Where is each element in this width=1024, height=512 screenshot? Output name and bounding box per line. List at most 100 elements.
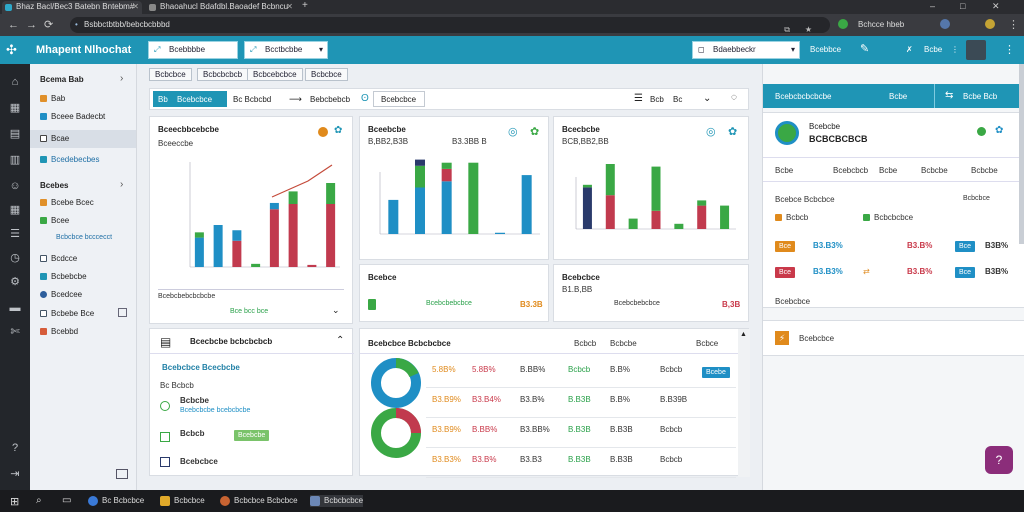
new-tab-button[interactable]: + — [302, 0, 308, 11]
bookmark-star-icon[interactable]: ★ — [804, 25, 812, 34]
taskbar-item[interactable]: Bcbcbce — [160, 495, 205, 507]
grid-icon[interactable]: ▦ — [9, 102, 21, 114]
settings-icon[interactable]: ⚙ — [10, 276, 20, 288]
nav-item-active[interactable]: Bcae — [40, 134, 69, 143]
nav-item[interactable]: Bcebbd — [40, 327, 78, 336]
tab-chip[interactable]: Bcbcebcbce — [247, 68, 303, 81]
browser-tab-active[interactable]: Bhaz Bacl/Bec3 Batebn Bntebm# ✕ — [2, 1, 142, 14]
calendar-icon[interactable]: ▥ — [9, 154, 21, 166]
radio-icon[interactable] — [160, 401, 170, 411]
checkbox[interactable] — [118, 308, 127, 317]
home-icon[interactable]: ⌂ — [11, 76, 19, 88]
workspace-select[interactable]: ◻ Bdaebbeckr ▾ — [692, 41, 800, 59]
app-menu-icon[interactable]: ⋮ — [1004, 44, 1015, 56]
extension-icon[interactable] — [985, 19, 995, 29]
help-chat-button[interactable]: ? — [985, 446, 1013, 474]
nav-item[interactable]: Bcedebecbes — [40, 155, 99, 164]
tab-chip[interactable]: Bcbcbce — [305, 68, 348, 81]
minimize-button[interactable]: – — [930, 1, 936, 11]
pin-icon[interactable]: ✎ — [860, 43, 870, 55]
exit-icon[interactable]: ⇥ — [10, 468, 20, 480]
users-icon[interactable]: ☺ — [9, 180, 21, 192]
nav-item[interactable]: Bcdcce — [40, 254, 77, 263]
document-icon[interactable]: ▤ — [9, 128, 21, 140]
browser-menu-icon[interactable]: ⋮ — [1008, 19, 1019, 31]
checkbox[interactable] — [160, 457, 170, 467]
profile-label[interactable]: Bchcce hbeb — [858, 20, 905, 29]
close-tab-icon[interactable]: ✕ — [132, 2, 139, 11]
refresh-icon[interactable]: ◎ — [508, 126, 518, 138]
search-filter-input[interactable]: ⤢ Bcebbbbe — [148, 41, 238, 59]
maximize-button[interactable]: □ — [960, 1, 966, 11]
table-icon[interactable]: ▦ — [9, 204, 21, 216]
detail-tab[interactable]: Bcbcbe — [971, 166, 998, 175]
nav-item[interactable]: Bab — [40, 94, 65, 103]
scrollbar[interactable] — [738, 329, 750, 477]
address-bar[interactable]: • Bsbbctbtbb/bebcbcbbbd ⧉ ★ — [70, 17, 830, 34]
task-view-icon[interactable]: ▭ — [62, 495, 72, 506]
right-header-button[interactable]: Bcebcbcbcbcbe — [775, 92, 832, 101]
scroll-up-icon[interactable]: ▲ — [740, 331, 747, 338]
subtab[interactable]: Bc Bcbcbd — [233, 95, 272, 104]
detail-tab[interactable]: Bcbe — [879, 166, 898, 175]
subtab[interactable]: Bebcbebcb — [310, 95, 351, 104]
more-icon[interactable]: ⋮ — [951, 45, 959, 54]
detail-tab[interactable]: Bcebcbcb — [833, 166, 869, 175]
nav-link[interactable]: Bcbcbce bcccecct — [56, 234, 113, 241]
chevron-up-icon[interactable]: ⌃ — [336, 335, 345, 346]
taskbar-item[interactable]: Bcbcbce Bcbcbce — [220, 495, 298, 507]
clock-icon[interactable]: ◷ — [10, 252, 20, 264]
reload-icon[interactable]: ⟳ — [44, 19, 54, 31]
tools-icon[interactable]: ✄ — [10, 326, 20, 338]
nav-item[interactable]: Bcbebcbe — [40, 272, 87, 281]
right-header-button[interactable]: Bcbe Bcb — [963, 92, 998, 101]
checkbox[interactable] — [160, 432, 170, 442]
nav-item[interactable]: Bcedcee — [40, 290, 82, 299]
search-icon[interactable]: ⌕ — [36, 495, 42, 506]
back-icon[interactable]: ← — [8, 19, 19, 31]
category-filter-select[interactable]: ⤢ Bcctbcbbe ▾ — [244, 41, 328, 59]
refresh-icon[interactable]: ◌ — [731, 92, 737, 103]
settings-icon[interactable]: ✿ — [995, 125, 1004, 136]
detail-tab[interactable]: Bcbe — [775, 166, 794, 175]
close-tab-icon[interactable]: ✕ — [286, 2, 293, 11]
chevron-right-icon[interactable]: › — [120, 73, 124, 84]
chevron-down-icon[interactable]: ⌄ — [332, 305, 340, 315]
nav-item[interactable]: Bceee Badecbt — [40, 112, 105, 121]
forward-icon[interactable]: → — [26, 19, 37, 31]
detail-tab[interactable]: Bcbcbe — [921, 166, 948, 175]
nav-item[interactable]: Bcee — [40, 216, 69, 225]
header-link[interactable]: Bcebbce — [810, 45, 842, 54]
nav-item[interactable]: Bcbebe Bce — [40, 309, 94, 318]
extension-icon[interactable] — [940, 19, 950, 29]
start-menu-icon[interactable]: ⊞ — [10, 496, 20, 508]
avatar[interactable] — [966, 40, 986, 60]
collapse-panel-icon[interactable] — [116, 469, 128, 479]
switch-icon[interactable]: ⇆ — [945, 90, 954, 101]
subtab-active[interactable] — [153, 91, 227, 107]
item-card[interactable]: ⚡ Bcebcbce — [763, 320, 1024, 356]
share-icon[interactable]: ⧉ — [784, 25, 790, 34]
list-icon[interactable]: ☰ — [10, 228, 20, 240]
list-view-icon[interactable]: ☰ — [634, 93, 643, 104]
storage-icon[interactable]: ▬ — [9, 302, 21, 314]
close-window-button[interactable]: ✕ — [992, 1, 1000, 11]
translate-icon[interactable]: ✗ — [906, 45, 913, 54]
subtab-box[interactable] — [373, 91, 425, 107]
chevron-right-icon[interactable]: › — [120, 179, 124, 190]
right-header-button[interactable]: Bcbe — [889, 92, 908, 101]
refresh-icon[interactable]: ◎ — [706, 126, 716, 138]
tab-chip[interactable]: Bcbcbcbcb — [197, 68, 249, 81]
taskbar-item-active[interactable]: Bcbcbcbce — [310, 495, 364, 507]
scrollbar[interactable] — [1019, 64, 1024, 244]
extension-icon[interactable] — [838, 19, 848, 29]
taskbar-item[interactable]: Bc Bcbcbce — [88, 495, 144, 507]
nav-item[interactable]: Bcebe Bcec — [40, 198, 94, 207]
chevron-down-icon[interactable]: ⌄ — [703, 93, 712, 104]
header-link[interactable]: Bcbe — [924, 45, 943, 54]
browser-tab[interactable]: Bhaoahucl Bdafdbl.Baoadef Bcbncu ✕ — [146, 1, 296, 14]
tab-chip[interactable]: Bcbcbce — [149, 68, 192, 81]
settings-icon[interactable]: ✿ — [530, 126, 540, 138]
settings-icon[interactable]: ✿ — [728, 126, 738, 138]
settings-icon[interactable]: ✿ — [334, 125, 343, 136]
